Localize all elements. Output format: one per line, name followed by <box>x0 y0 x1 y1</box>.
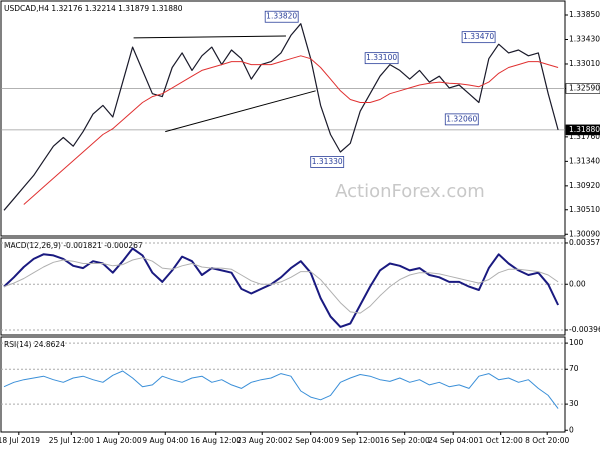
panel-title: RSI(14) 24.8624 <box>4 340 65 349</box>
annotation-box <box>364 52 399 65</box>
annotation-box <box>461 31 496 44</box>
annotation-box <box>264 10 299 23</box>
x-tick-label: 18 Jul 2019 <box>0 436 40 445</box>
panel-frame <box>0 0 566 237</box>
y-tick-label: 70 <box>569 364 579 373</box>
panel-frame <box>0 336 566 433</box>
price-label: 1.31880 <box>569 125 600 134</box>
y-tick-label: 100 <box>569 338 584 347</box>
y-tick-label: 1.33430 <box>569 34 600 43</box>
y-tick-label: 30 <box>569 399 579 408</box>
x-tick-label: 16 Sep 20:00 <box>380 436 430 445</box>
series-line <box>3 370 559 409</box>
price-label: 1.32590 <box>569 83 600 92</box>
panel-frame <box>0 237 566 336</box>
series-line <box>3 247 560 328</box>
annotation-box <box>444 113 479 126</box>
watermark: ActionForex.com <box>335 181 485 202</box>
series-line <box>23 55 559 205</box>
x-tick-label: 2 Sep 04:00 <box>288 436 334 445</box>
x-tick-label: 1 Oct 12:00 <box>479 436 523 445</box>
price-label-box <box>565 124 600 136</box>
annotation-label: 1.33100 <box>366 53 397 62</box>
series-line <box>3 23 559 211</box>
trendline <box>165 90 316 133</box>
annotation-box <box>310 156 345 168</box>
y-tick-label: 1.33010 <box>569 59 600 68</box>
y-tick-label: -0.003966 <box>569 325 600 334</box>
trendline <box>133 35 286 39</box>
annotation-label: 1.32060 <box>446 114 477 123</box>
x-tick-label: 25 Jul 12:00 <box>49 436 94 445</box>
series-line <box>3 257 559 314</box>
y-tick-label: 0.003579 <box>569 238 600 247</box>
y-tick-label: 1.31340 <box>569 156 600 165</box>
x-tick-label: 16 Aug 12:00 <box>190 436 241 445</box>
x-tick-label: 1 Aug 20:00 <box>96 436 142 445</box>
x-tick-label: 23 Aug 20:00 <box>237 436 288 445</box>
y-tick-label: 1.30920 <box>569 181 600 190</box>
x-tick-label: 9 Sep 12:00 <box>335 436 381 445</box>
y-tick-label: 0 <box>569 425 574 434</box>
panel-title: MACD(12,26,9) -0.001821 -0.000267 <box>4 241 143 250</box>
annotation-label: 1.31330 <box>312 157 343 166</box>
panel-title: USDCAD,H4 1.32176 1.32214 1.31879 1.3188… <box>4 4 183 13</box>
y-tick-label: 1.31760 <box>569 132 600 141</box>
y-tick-label: 1.30510 <box>569 205 600 214</box>
x-tick-label: 24 Sep 04:00 <box>428 436 478 445</box>
y-tick-label: 1.33850 <box>569 10 600 19</box>
price-label-box <box>565 83 600 94</box>
annotation-label: 1.33470 <box>463 32 494 41</box>
y-tick-label: 0.00 <box>569 279 586 288</box>
x-tick-label: 9 Aug 04:00 <box>142 436 188 445</box>
y-tick-label: 1.30090 <box>569 229 600 238</box>
annotation-label: 1.33820 <box>266 12 297 21</box>
x-tick-label: 8 Oct 20:00 <box>525 436 569 445</box>
